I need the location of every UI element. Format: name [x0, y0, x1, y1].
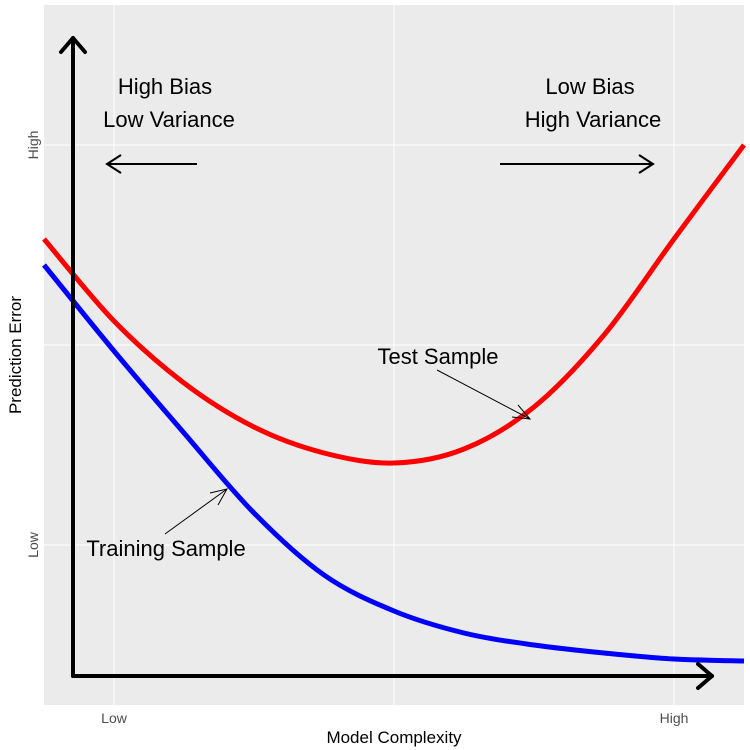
pointer-arrows [164, 369, 532, 535]
right-regime-line2: High Variance [525, 107, 662, 132]
test-sample-curve [42, 143, 747, 466]
x-tick-labels: Low High [101, 710, 688, 726]
training-pointer-shaft [164, 488, 228, 535]
x-tick-label-low: Low [101, 710, 128, 726]
left-regime-line1: High Bias [118, 74, 212, 99]
right-arrowhead [638, 154, 655, 174]
test-pointer-shaft [436, 369, 531, 420]
regime-arrows [105, 154, 655, 174]
left-arrowhead [105, 154, 122, 174]
y-axis-arrowhead [59, 36, 87, 54]
training-sample-label: Training Sample [86, 536, 245, 561]
series-lines [42, 143, 747, 664]
x-axis-arrowhead [696, 662, 714, 690]
grid-lines [44, 5, 744, 705]
right-regime-line1: Low Bias [545, 74, 634, 99]
y-tick-label-high: High [25, 131, 41, 160]
axes [59, 36, 714, 690]
y-axis-title: Prediction Error [6, 296, 25, 414]
test-sample-label: Test Sample [377, 344, 498, 369]
test-pointer-head [511, 404, 532, 420]
x-axis-title: Model Complexity [326, 728, 462, 747]
annotations: High Bias Low Variance Low Bias High Var… [86, 74, 661, 561]
training-sample-curve [42, 263, 745, 664]
y-tick-labels: Low High [25, 131, 41, 558]
left-regime-line2: Low Variance [103, 107, 235, 132]
x-tick-label-high: High [660, 710, 689, 726]
training-pointer-head [209, 488, 228, 506]
y-tick-label-low: Low [25, 531, 41, 558]
